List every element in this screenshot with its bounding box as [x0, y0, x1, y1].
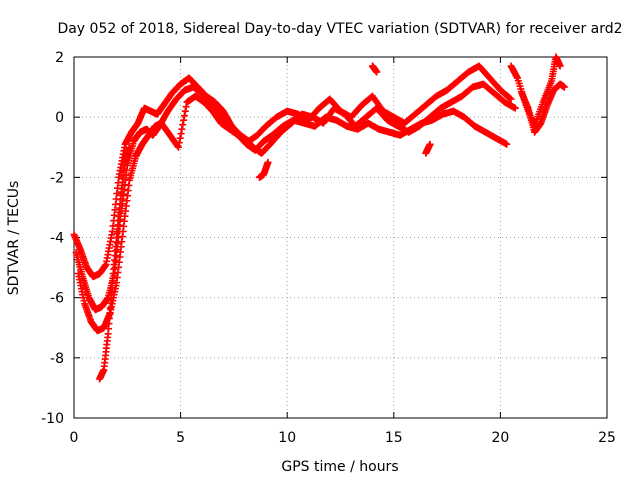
data-point	[179, 121, 187, 129]
tick-labels: 0 5 10 15 20 25 -10 -8 -6 -4 -2 0 2	[41, 50, 616, 446]
y-axis-label: SDTVAR / TECUs	[6, 181, 22, 296]
data-point	[264, 158, 272, 166]
series-track-3	[74, 92, 511, 335]
y-tick-label: -4	[50, 231, 64, 247]
data-point	[556, 62, 564, 70]
data-point	[560, 83, 568, 91]
x-axis-label: GPS time / hours	[281, 459, 398, 475]
data-point	[177, 130, 185, 138]
y-tick-label: 0	[55, 110, 64, 126]
data-point	[426, 140, 434, 148]
data-point	[373, 68, 381, 76]
data-point	[511, 104, 519, 112]
data-point	[503, 140, 511, 148]
y-tick-label: -2	[50, 170, 64, 186]
y-tick-label: -10	[41, 411, 64, 427]
data-point	[180, 112, 188, 120]
y-tick-label: -6	[50, 291, 64, 307]
data-point	[178, 125, 186, 133]
series-track-5	[518, 80, 568, 136]
x-tick-label: 25	[598, 430, 616, 446]
x-tick-label: 15	[385, 430, 403, 446]
chart-title: Day 052 of 2018, Sidereal Day-to-day VTE…	[57, 21, 622, 37]
data-point	[182, 103, 190, 111]
data-point	[181, 107, 189, 115]
y-tick-label: -8	[50, 351, 64, 367]
axis-ticks	[73, 56, 608, 419]
y-tick-label: 2	[55, 50, 64, 66]
data-point	[125, 143, 133, 151]
data-point	[176, 134, 184, 142]
data-point	[180, 116, 188, 124]
x-tick-label: 10	[278, 430, 296, 446]
series-track-4	[96, 53, 564, 383]
series-track-1	[70, 62, 515, 281]
x-tick-label: 20	[491, 430, 509, 446]
data-point	[175, 139, 183, 147]
data-point	[174, 143, 182, 151]
x-tick-label: 0	[70, 430, 79, 446]
x-tick-label: 5	[176, 430, 185, 446]
data-markers	[70, 53, 568, 383]
data-point	[506, 94, 514, 102]
data-point	[507, 95, 515, 103]
